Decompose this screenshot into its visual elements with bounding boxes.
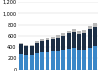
Bar (61, 50, 65, 70)
Bar (40, 52, 44, 70)
Bar (35, 43, 39, 53)
Bar (77, 31, 81, 34)
Bar (72, 32, 76, 48)
Bar (40, 41, 44, 52)
Bar (35, 41, 39, 43)
Bar (93, 46, 97, 70)
Bar (61, 36, 65, 50)
Bar (35, 53, 39, 70)
Bar (56, 38, 60, 51)
Bar (30, 46, 34, 55)
Bar (19, 54, 23, 70)
Bar (67, 31, 70, 34)
Bar (51, 51, 55, 70)
Bar (93, 23, 97, 27)
Bar (24, 46, 28, 55)
Bar (88, 26, 92, 29)
Bar (46, 40, 49, 52)
Bar (67, 34, 70, 49)
Bar (88, 29, 92, 48)
Bar (56, 51, 60, 70)
Bar (46, 38, 49, 40)
Bar (19, 44, 23, 54)
Bar (51, 37, 55, 39)
Bar (30, 55, 34, 70)
Bar (72, 29, 76, 32)
Bar (19, 43, 23, 44)
Bar (30, 45, 34, 46)
Bar (61, 33, 65, 36)
Bar (88, 48, 92, 70)
Bar (24, 45, 28, 46)
Bar (77, 50, 81, 70)
Bar (77, 34, 81, 50)
Bar (56, 35, 60, 38)
Bar (40, 39, 44, 41)
Bar (24, 55, 28, 70)
Bar (67, 49, 70, 70)
Bar (93, 27, 97, 46)
Bar (46, 52, 49, 70)
Bar (82, 33, 86, 50)
Bar (82, 30, 86, 33)
Bar (51, 39, 55, 51)
Bar (82, 50, 86, 70)
Bar (72, 48, 76, 70)
